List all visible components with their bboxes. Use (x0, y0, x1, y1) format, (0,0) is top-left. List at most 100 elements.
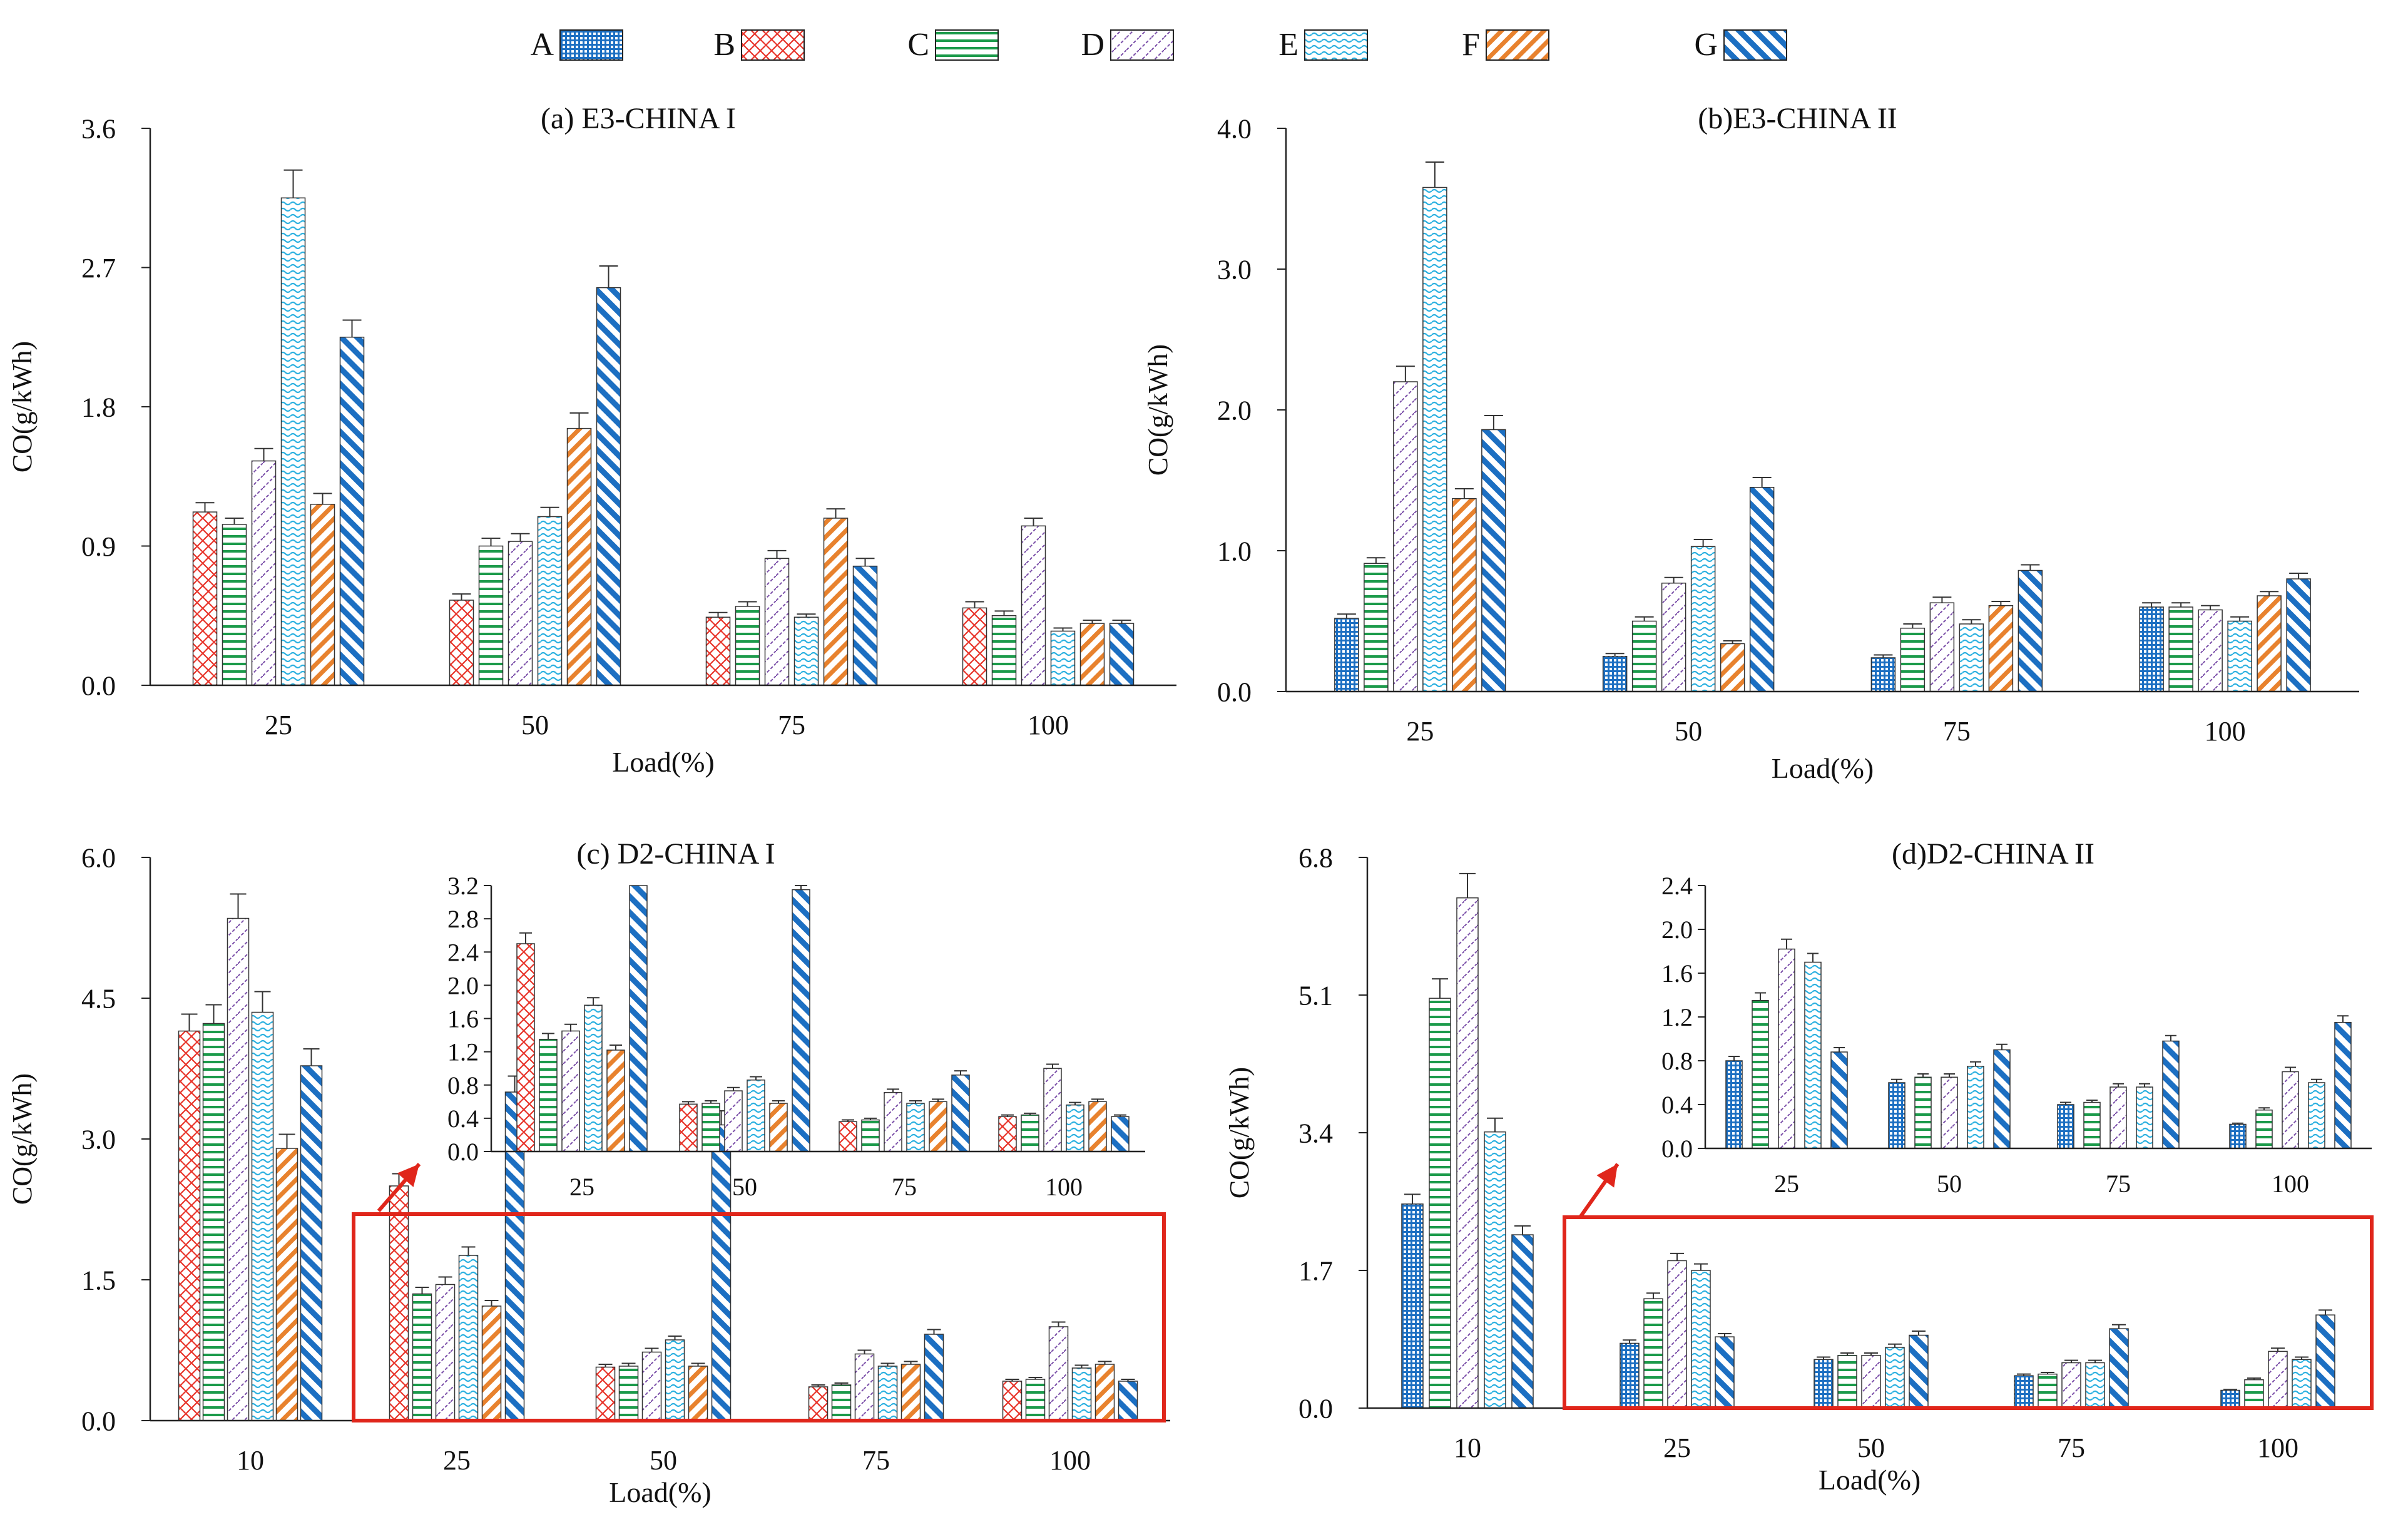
p3-main-errorbar-d-100 (2271, 1347, 2285, 1352)
p3-inset-errorbar-c-100 (2258, 1107, 2270, 1110)
p0-bar-d-100 (1021, 525, 1046, 686)
p2-inset-errorbar-c-25 (542, 1033, 554, 1039)
p3-inset-errorbar-a-100 (2232, 1122, 2243, 1125)
p0-errorbar-g-50 (599, 265, 618, 288)
p2-inset-errorbar-b-25 (519, 932, 532, 944)
p3-xtick-label: 10 (1454, 1433, 1481, 1463)
p0-ytick-label: 0.9 (81, 531, 116, 562)
p3-main-bar-a-10 (1401, 1203, 1424, 1409)
p1-bar-d-75 (1929, 602, 1955, 692)
p2-main-errorbar-c-25 (415, 1287, 429, 1294)
p3-main-bar-d-75 (2061, 1362, 2081, 1409)
p1-ytick-label: 4.0 (1217, 113, 1252, 144)
p0-errorbar-e-25 (283, 169, 303, 198)
p3-inset-bar-c-100 (2255, 1110, 2273, 1149)
legend: A B C D E F G (530, 27, 1787, 63)
p0-errorbar-d-50 (511, 533, 530, 542)
p3-inset-errorbar-d-25 (1781, 938, 1792, 949)
p2-inset-ytick-label: 0.0 (447, 1138, 479, 1166)
p3-main-errorbar-e-100 (2295, 1356, 2309, 1360)
p3-inset-errorbar-a-75 (2060, 1101, 2071, 1105)
p2-main-bar-c-25 (412, 1293, 432, 1421)
p2-main-bar-e-100 (1071, 1367, 1092, 1421)
p0-errorbar-b-100 (965, 601, 984, 608)
p2-inset-bar-c-50 (701, 1103, 720, 1152)
p1-errorbar-d-75 (1932, 596, 1952, 603)
p2-inset-errorbar-c-50 (705, 1100, 717, 1103)
p1-bar-f-100 (2257, 595, 2282, 692)
x-axis-label: Load(%) (1772, 752, 1874, 784)
p3-inset-errorbar-c-25 (1755, 992, 1766, 1001)
p2-inset-errorbar-d-100 (1046, 1063, 1059, 1069)
p2-main-errorbar-e-25 (461, 1246, 476, 1255)
p2-main-bar-b-50 (595, 1366, 616, 1421)
p0-errorbar-d-25 (254, 447, 273, 461)
p3-main-errorbar-d-25 (1670, 1252, 1684, 1261)
p1-bar-g-50 (1749, 487, 1775, 692)
p3-inset-xtick-label: 25 (1774, 1170, 1799, 1198)
p0-errorbar-g-75 (855, 558, 875, 566)
zoom-arrow-head (397, 1164, 419, 1187)
panel-title: (c) D2-CHINA I (576, 837, 775, 871)
p3-inset-bar-a-50 (1888, 1082, 1905, 1149)
p2-ytick-label: 1.5 (81, 1265, 116, 1295)
p1-errorbar-f-25 (1454, 488, 1474, 499)
p2-main-errorbar-b-100 (1005, 1379, 1019, 1381)
p3-inset-bar-g-75 (2162, 1040, 2180, 1149)
p3-main-bar-g-25 (1715, 1336, 1735, 1409)
p2-main-errorbar-d-50 (645, 1347, 659, 1352)
p3-main-errorbar-g-25 (1718, 1332, 1732, 1337)
p3-main-errorbar-a-10 (1404, 1193, 1421, 1204)
p1-xtick-label: 100 (2205, 716, 2246, 747)
p3-inset-bar-c-50 (1914, 1076, 1932, 1149)
p3-inset-bar-e-100 (2308, 1082, 2325, 1149)
panel-b-e3-china-ii: 0.0 1.0 2.0 3.0 4.0 25 50 75 100 (b)E3-CHINA II Lo… (1143, 102, 2359, 784)
p3-main-errorbar-a-100 (2223, 1389, 2237, 1391)
p3-main-errorbar-a-50 (1817, 1356, 1830, 1360)
p0-bar-b-100 (962, 607, 987, 686)
p1-errorbar-c-50 (1635, 616, 1654, 621)
p3-inset-errorbar-c-50 (1917, 1073, 1929, 1078)
p2-inset-xtick-label: 25 (569, 1173, 594, 1201)
p1-bar-f-50 (1720, 643, 1745, 692)
p1-bar-a-25 (1334, 618, 1359, 692)
legend-swatch-c (935, 29, 999, 61)
p2-main-errorbar-d-25 (438, 1276, 452, 1285)
p3-inset-bar-a-75 (2057, 1104, 2074, 1149)
p1-errorbar-d-50 (1664, 576, 1683, 583)
p3-xtick-label: 100 (2257, 1433, 2298, 1463)
p3-xtick-label: 25 (1663, 1433, 1691, 1463)
p0-bar-f-100 (1079, 623, 1105, 686)
p2-ytick-label: 4.5 (81, 983, 116, 1014)
p1-bar-c-75 (1900, 628, 1926, 692)
p2-inset-bar-f-50 (769, 1103, 788, 1152)
p1-errorbar-f-100 (2260, 591, 2279, 596)
p0-ytick-label: 0.0 (81, 670, 116, 701)
p3-inset-errorbar-a-25 (1728, 1056, 1740, 1061)
p0-bar-b-50 (449, 600, 474, 686)
p0-errorbar-c-50 (481, 538, 501, 546)
p1-bar-e-100 (2227, 620, 2252, 692)
p0-errorbar-d-75 (767, 549, 787, 559)
p0-bar-e-100 (1050, 630, 1076, 686)
p1-errorbar-g-25 (1484, 415, 1503, 430)
p2-inset-bar-b-75 (839, 1121, 857, 1152)
p2-inset-ytick-label: 1.6 (447, 1005, 479, 1033)
p0-bar-f-75 (823, 518, 849, 686)
legend-label-e: E (1278, 27, 1298, 63)
p3-inset-ytick-label: 0.4 (1661, 1091, 1693, 1119)
p3-inset-errorbar-c-75 (2086, 1100, 2098, 1103)
p2-inset-bar-d-50 (724, 1090, 743, 1152)
p3-main-errorbar-g-10 (1514, 1225, 1531, 1235)
x-axis-label: Load(%) (612, 746, 714, 778)
p2-inset-errorbar-e-75 (909, 1100, 922, 1103)
p2-main-errorbar-c-100 (1028, 1377, 1043, 1379)
p0-xtick-label: 100 (1028, 710, 1069, 740)
p3-main-errorbar-a-75 (2017, 1373, 2031, 1376)
p1-xtick-label: 50 (1675, 716, 1702, 747)
p2-main-bar-g-50 (711, 1124, 732, 1421)
legend-swatch-a (559, 29, 623, 61)
p3-inset-bar-e-50 (1967, 1066, 1984, 1149)
zoom-highlight-box (352, 1212, 1166, 1422)
p3-main-bar-g-100 (2315, 1314, 2335, 1409)
